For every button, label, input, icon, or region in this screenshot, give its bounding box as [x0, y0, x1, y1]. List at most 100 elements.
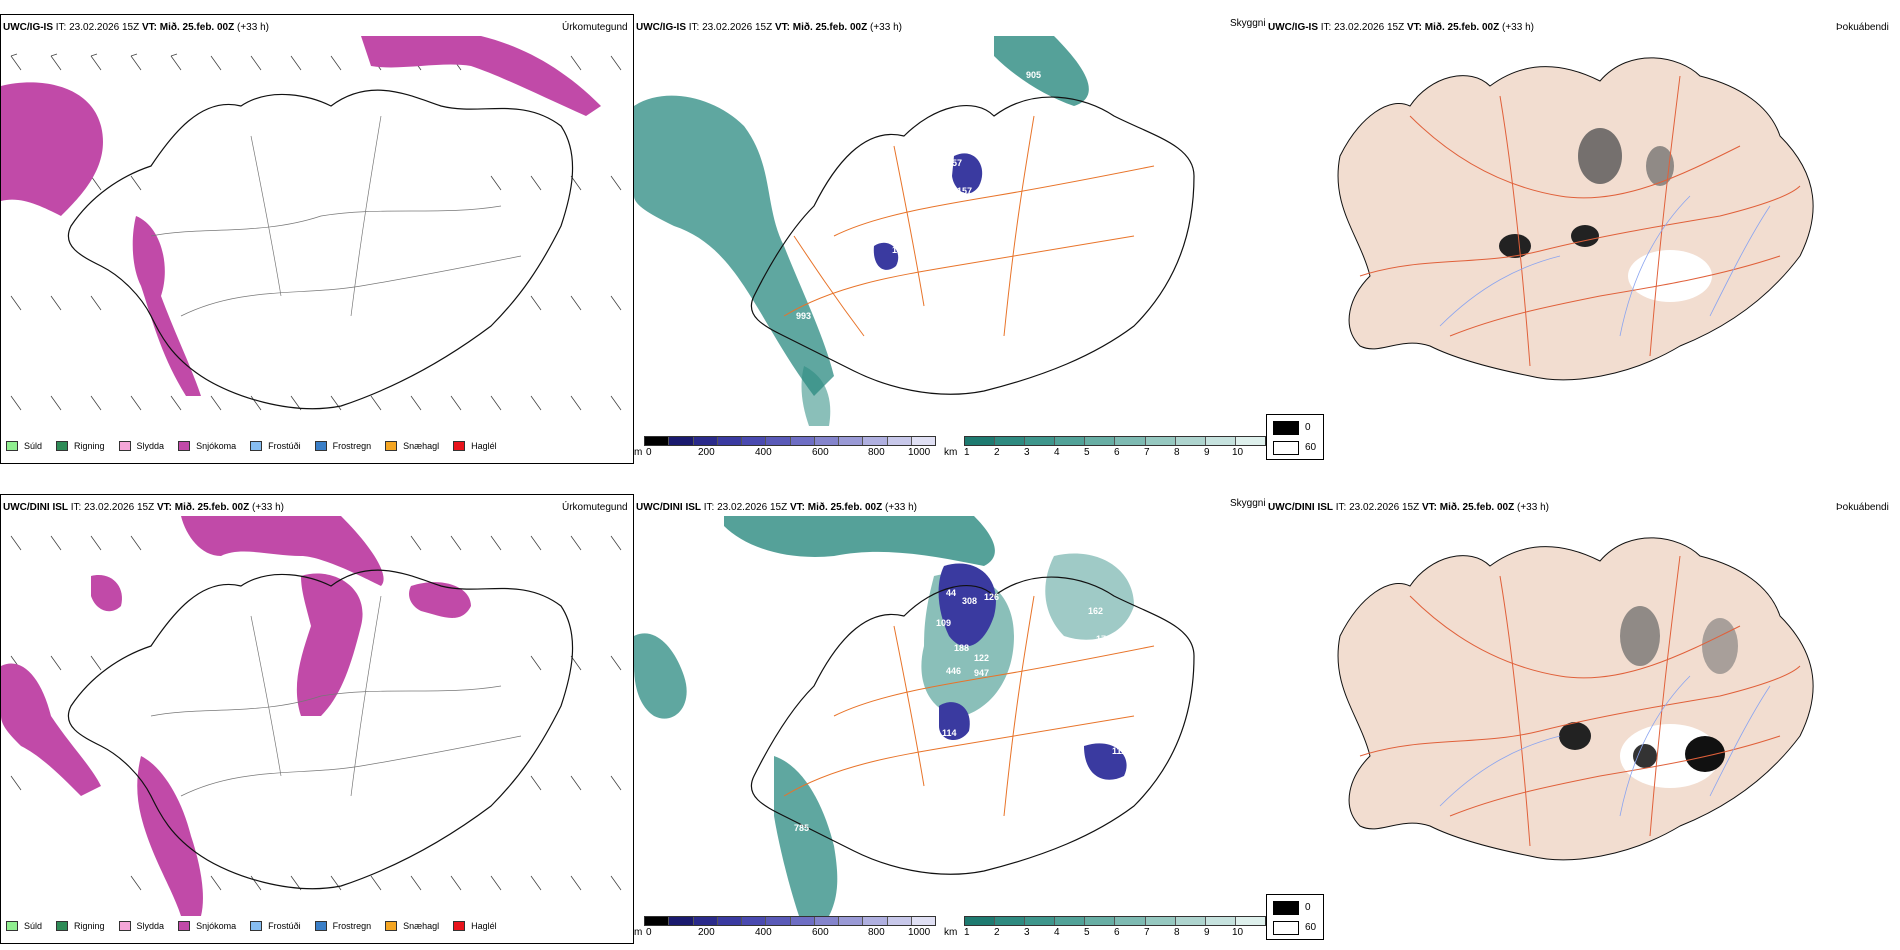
- precip-title-top: Úrkomutegund: [562, 22, 628, 33]
- vis-km-tick: 1: [964, 927, 970, 938]
- vis-m-tick: 0: [646, 447, 652, 458]
- legend-swatch: [453, 921, 466, 931]
- vis-km-unit: km: [944, 927, 958, 938]
- vt-value: Mið. 25.feb. 00Z: [1424, 22, 1500, 33]
- legend-swatch: [6, 441, 18, 451]
- panel-header-vis-bottom: UWC/DINI ISL IT: 23.02.2026 15Z VT: Mið.…: [636, 502, 917, 514]
- fog-blue-1: [952, 153, 983, 194]
- snow-area-northwest: [91, 575, 122, 612]
- legend-item: Rigning: [56, 921, 105, 931]
- legend-swatch: [6, 921, 18, 931]
- vis-m-tick: 200: [698, 927, 715, 938]
- vt-value: Mið. 25.feb. 00Z: [174, 502, 250, 513]
- lead-time: (+33 h): [1502, 22, 1534, 33]
- vis-value-label: 157: [957, 186, 972, 196]
- legend-label: Haglél: [471, 921, 497, 931]
- fog-blue-2: [873, 242, 899, 270]
- snow-area-central: [296, 573, 363, 716]
- fog-blue-2: [939, 702, 970, 741]
- it-label: IT:: [703, 502, 715, 513]
- legend-label: Frostúði: [268, 441, 301, 451]
- vis-m-unit: m: [634, 927, 643, 938]
- snow-area-west-coast: [132, 216, 201, 396]
- legend-item: Frostregn: [314, 441, 372, 451]
- vis-value-label: 163: [936, 245, 951, 255]
- vis-km-tick: 2: [994, 927, 1000, 938]
- lead-time: (+33 h): [870, 22, 902, 33]
- it-value: 23.02.2026 15Z: [84, 502, 155, 513]
- fog-title-top: Þokuábendi: [1836, 22, 1889, 33]
- vis-value-label: 905: [1026, 70, 1041, 80]
- vis-value-label: 176: [1096, 634, 1111, 644]
- precip-map-frame-bottom: [0, 494, 634, 944]
- roads: [150, 115, 522, 317]
- it-value: 23.02.2026 15Z: [717, 502, 788, 513]
- vis-value-label: 126: [984, 592, 999, 602]
- vis-value-label: 308: [962, 596, 977, 606]
- vis-value-label: 446: [946, 666, 961, 676]
- lead-time: (+33 h): [1517, 502, 1549, 513]
- vis-m-tick: 1000: [908, 927, 931, 938]
- vis-km-tick: 6: [1114, 447, 1120, 458]
- roads: [150, 595, 522, 797]
- legend-swatch: [453, 441, 466, 451]
- roads: [1359, 75, 1801, 367]
- fog-legend-label: 60: [1305, 922, 1317, 933]
- vt-value: Mið. 25.feb. 00Z: [159, 22, 235, 33]
- legend-item: Snjókoma: [178, 441, 236, 451]
- fog-teal-west: [634, 633, 687, 719]
- precip-legend-bottom: Súld Rigning Slydda Snjókoma Frostúði Fr…: [6, 921, 511, 931]
- vis-m-tick: 600: [812, 927, 829, 938]
- fog-blue-3: [1084, 743, 1127, 780]
- lead-time: (+33 h): [252, 502, 284, 513]
- vis-value-label: 114: [942, 728, 957, 738]
- vis-value-label: 109: [936, 618, 951, 628]
- legend-label: Súld: [24, 921, 43, 931]
- lead-time: (+33 h): [885, 502, 917, 513]
- legend-swatch: [250, 441, 263, 451]
- snow-area-east: [409, 582, 471, 618]
- it-value: 23.02.2026 15Z: [1349, 502, 1420, 513]
- legend-label: Frostregn: [332, 921, 372, 931]
- wind-barbs: [10, 535, 622, 891]
- vis-km-tick: 6: [1114, 927, 1120, 938]
- roads: [783, 595, 1155, 817]
- rivers: [1439, 675, 1771, 817]
- legend-swatch: [178, 441, 191, 451]
- vis-value-label: 188: [954, 643, 969, 653]
- fog-legend-top: 0 60: [1266, 414, 1324, 460]
- legend-label: Frostregn: [332, 441, 372, 451]
- fog-legend-label: 0: [1305, 902, 1311, 913]
- precip-map-bottom: [1, 516, 622, 916]
- legend-label: Rigning: [74, 441, 105, 451]
- vis-value-label: 111: [1112, 746, 1126, 756]
- legend-swatch: [178, 921, 191, 931]
- fog-teal-southwest: [774, 756, 838, 916]
- island-land: [1337, 57, 1814, 381]
- vis-m-colorbar-bottom: [644, 916, 936, 926]
- precip-map-top: [1, 36, 622, 411]
- legend-label: Snæhagl: [403, 441, 440, 451]
- fog-teal-north: [994, 36, 1089, 106]
- legend-swatch: [118, 921, 131, 931]
- legend-label: Slydda: [136, 921, 165, 931]
- island-land: [1337, 537, 1814, 861]
- vis-m-colorbar-top: [644, 436, 936, 446]
- vis-km-tick: 4: [1054, 927, 1060, 938]
- vt-label: VT:: [1421, 502, 1437, 513]
- fog-teal-north: [724, 516, 995, 566]
- legend-swatch: [250, 921, 263, 931]
- roads: [1359, 555, 1801, 847]
- panel-header-fog-top: UWC/IG-IS IT: 23.02.2026 15Z VT: Mið. 25…: [1268, 22, 1534, 34]
- it-value: 23.02.2026 15Z: [1334, 22, 1405, 33]
- legend-label: Slydda: [136, 441, 165, 451]
- legend-label: Snjókoma: [196, 921, 237, 931]
- fog-legend-swatch: [1273, 421, 1299, 435]
- vis-m-tick: 400: [755, 447, 772, 458]
- fog-title-bottom: Þokuábendi: [1836, 502, 1889, 513]
- visibility-map-bottom: 44 308 126 109 188 122 446 947 162 176 1…: [634, 516, 1195, 916]
- vt-label: VT:: [789, 502, 805, 513]
- coastline: [750, 576, 1195, 875]
- legend-item: Snæhagl: [385, 921, 439, 931]
- vis-km-tick: 9: [1204, 927, 1210, 938]
